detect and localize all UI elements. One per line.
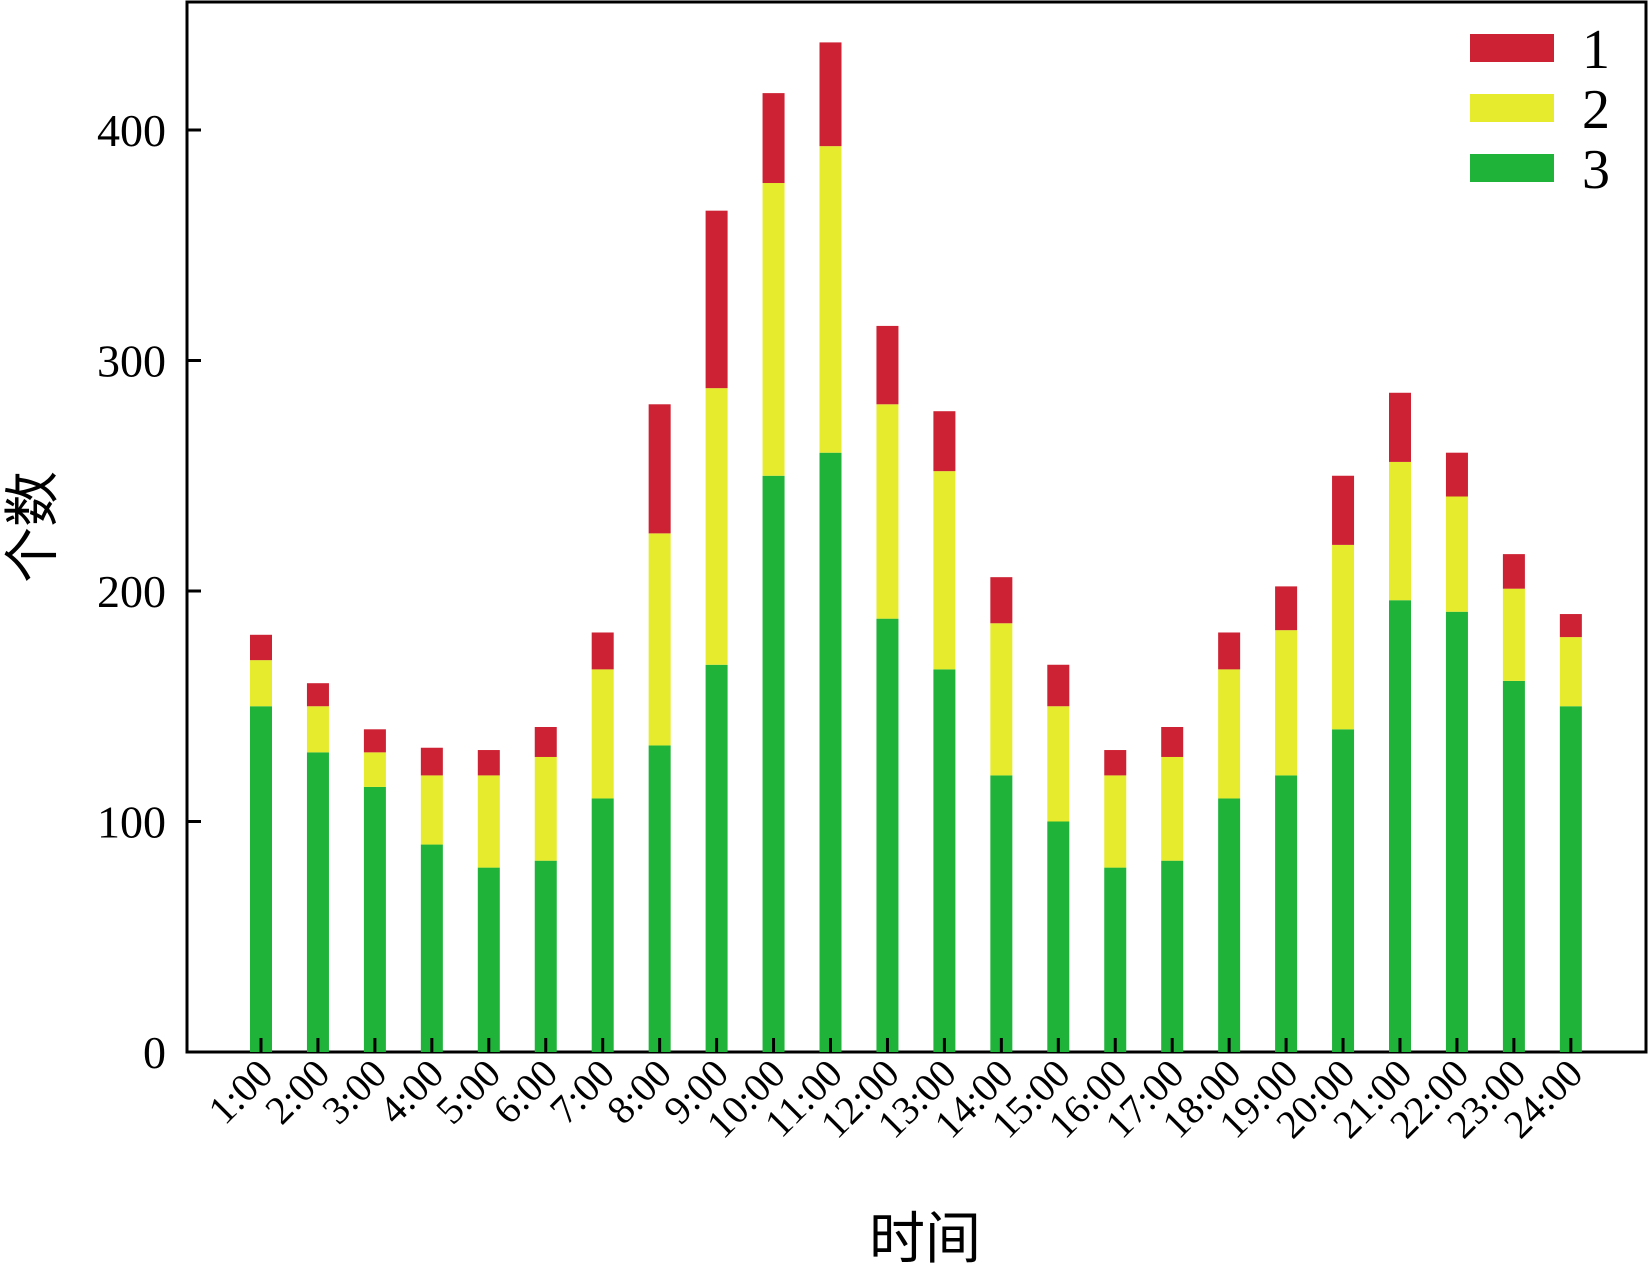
y-axis: 0 100 200 300 400: [97, 105, 201, 1078]
legend: 123: [1470, 19, 1610, 201]
legend-swatch-1: [1470, 34, 1554, 62]
bar-segment-series-2-23:00: [1502, 588, 1525, 681]
bar-segment-series-2-3:00: [363, 752, 386, 787]
bar-segment-series-2-14:00: [990, 623, 1013, 776]
plot-frame: [185, 0, 1648, 1054]
bar-segment-series-1-2:00: [306, 683, 329, 707]
bar-segment-series-3-21:00: [1389, 600, 1411, 1052]
bar-segment-series-1-4:00: [420, 747, 443, 776]
y-tick-label-200: 200: [97, 566, 166, 617]
legend-swatch-3: [1470, 154, 1554, 182]
bar-segment-series-3-19:00: [1275, 775, 1298, 1052]
bar-segment-series-2-7:00: [591, 669, 614, 799]
bar-segment-series-3-10:00: [762, 475, 785, 1052]
bar-segment-series-1-7:00: [591, 632, 614, 670]
legend-label-1: 1: [1582, 19, 1610, 81]
bar-segment-series-3-11:00: [819, 452, 842, 1052]
y-tick-label-300: 300: [97, 336, 166, 387]
bar-segment-series-2-11:00: [819, 146, 842, 453]
bar-segment-series-2-17:00: [1161, 756, 1184, 861]
bar-segment-series-1-6:00: [534, 727, 557, 757]
bar-segment-series-3-15:00: [1047, 821, 1070, 1052]
bar-segment-series-1-10:00: [762, 93, 785, 184]
bar-segment-series-1-11:00: [819, 42, 842, 147]
bar-segment-series-3-5:00: [477, 867, 500, 1052]
bar-segment-series-2-19:00: [1275, 630, 1298, 776]
bar-segment-series-2-20:00: [1332, 544, 1355, 730]
bar-segment-series-1-17:00: [1161, 727, 1184, 757]
bar-segment-series-1-14:00: [990, 577, 1013, 624]
bars-group: [250, 42, 1582, 1052]
bar-segment-series-1-15:00: [1047, 664, 1070, 707]
bar-segment-series-3-8:00: [648, 745, 671, 1052]
bar-segment-series-2-16:00: [1104, 775, 1127, 868]
legend-label-3: 3: [1582, 139, 1610, 201]
bar-segment-series-3-16:00: [1104, 867, 1127, 1052]
bar-segment-series-1-22:00: [1445, 452, 1468, 497]
bar-segment-series-3-23:00: [1502, 680, 1525, 1052]
bar-segment-series-2-21:00: [1389, 461, 1411, 601]
bar-segment-series-3-9:00: [705, 664, 728, 1052]
bar-segment-series-2-10:00: [762, 183, 785, 476]
bar-segment-series-3-4:00: [420, 844, 443, 1052]
bar-segment-series-1-23:00: [1502, 554, 1525, 589]
bar-segment-series-2-4:00: [420, 775, 443, 845]
bar-segment-series-2-8:00: [648, 533, 671, 746]
bar-segment-series-3-2:00: [306, 752, 329, 1052]
bar-segment-series-1-18:00: [1218, 632, 1241, 670]
bar-segment-series-1-21:00: [1389, 392, 1411, 462]
legend-swatch-2: [1470, 94, 1554, 122]
bar-segment-series-2-5:00: [477, 775, 500, 868]
bar-segment-series-1-9:00: [705, 210, 728, 389]
bar-segment-series-2-12:00: [876, 404, 899, 619]
bar-segment-series-2-9:00: [705, 388, 728, 665]
bar-segment-series-2-18:00: [1218, 669, 1241, 799]
y-axis-title: 个数: [1, 471, 66, 583]
bar-segment-series-3-12:00: [876, 618, 899, 1052]
bar-segment-series-3-17:00: [1161, 860, 1184, 1052]
bar-segment-series-3-13:00: [933, 669, 956, 1052]
bar-segment-series-1-24:00: [1559, 614, 1582, 638]
y-tick-label-100: 100: [97, 797, 166, 848]
bar-segment-series-1-13:00: [933, 411, 956, 472]
bar-segment-series-2-13:00: [933, 471, 956, 670]
bar-segment-series-3-7:00: [591, 798, 614, 1052]
y-tick-label-400: 400: [97, 105, 166, 156]
bar-segment-series-2-22:00: [1445, 496, 1468, 612]
y-tick-label-0: 0: [143, 1027, 166, 1078]
bar-segment-series-2-15:00: [1047, 706, 1070, 822]
bar-segment-series-3-1:00: [250, 706, 272, 1052]
x-axis: 1:002:003:004:005:006:007:008:009:0010:0…: [199, 1038, 1591, 1147]
bar-segment-series-3-22:00: [1445, 611, 1468, 1052]
bar-segment-series-1-8:00: [648, 404, 671, 534]
bar-segment-series-1-20:00: [1332, 475, 1355, 545]
bar-segment-series-3-14:00: [990, 775, 1013, 1052]
bar-segment-series-1-5:00: [477, 750, 500, 776]
x-axis-title: 时间: [869, 1207, 981, 1272]
bar-segment-series-2-2:00: [306, 706, 329, 753]
bar-segment-series-3-6:00: [534, 860, 557, 1052]
bar-segment-series-3-24:00: [1559, 706, 1582, 1052]
bar-segment-series-1-12:00: [876, 325, 899, 405]
bar-segment-series-1-1:00: [250, 634, 272, 661]
bar-segment-series-3-20:00: [1332, 729, 1355, 1052]
bar-segment-series-3-3:00: [363, 786, 386, 1052]
bar-segment-series-2-6:00: [534, 756, 557, 861]
bar-segment-series-2-24:00: [1559, 637, 1582, 707]
bar-segment-series-1-16:00: [1104, 750, 1127, 776]
legend-label-2: 2: [1582, 79, 1610, 141]
bar-segment-series-1-3:00: [363, 729, 386, 753]
bar-segment-series-1-19:00: [1275, 586, 1298, 631]
bar-segment-series-2-1:00: [250, 660, 272, 707]
bar-segment-series-3-18:00: [1218, 798, 1241, 1052]
